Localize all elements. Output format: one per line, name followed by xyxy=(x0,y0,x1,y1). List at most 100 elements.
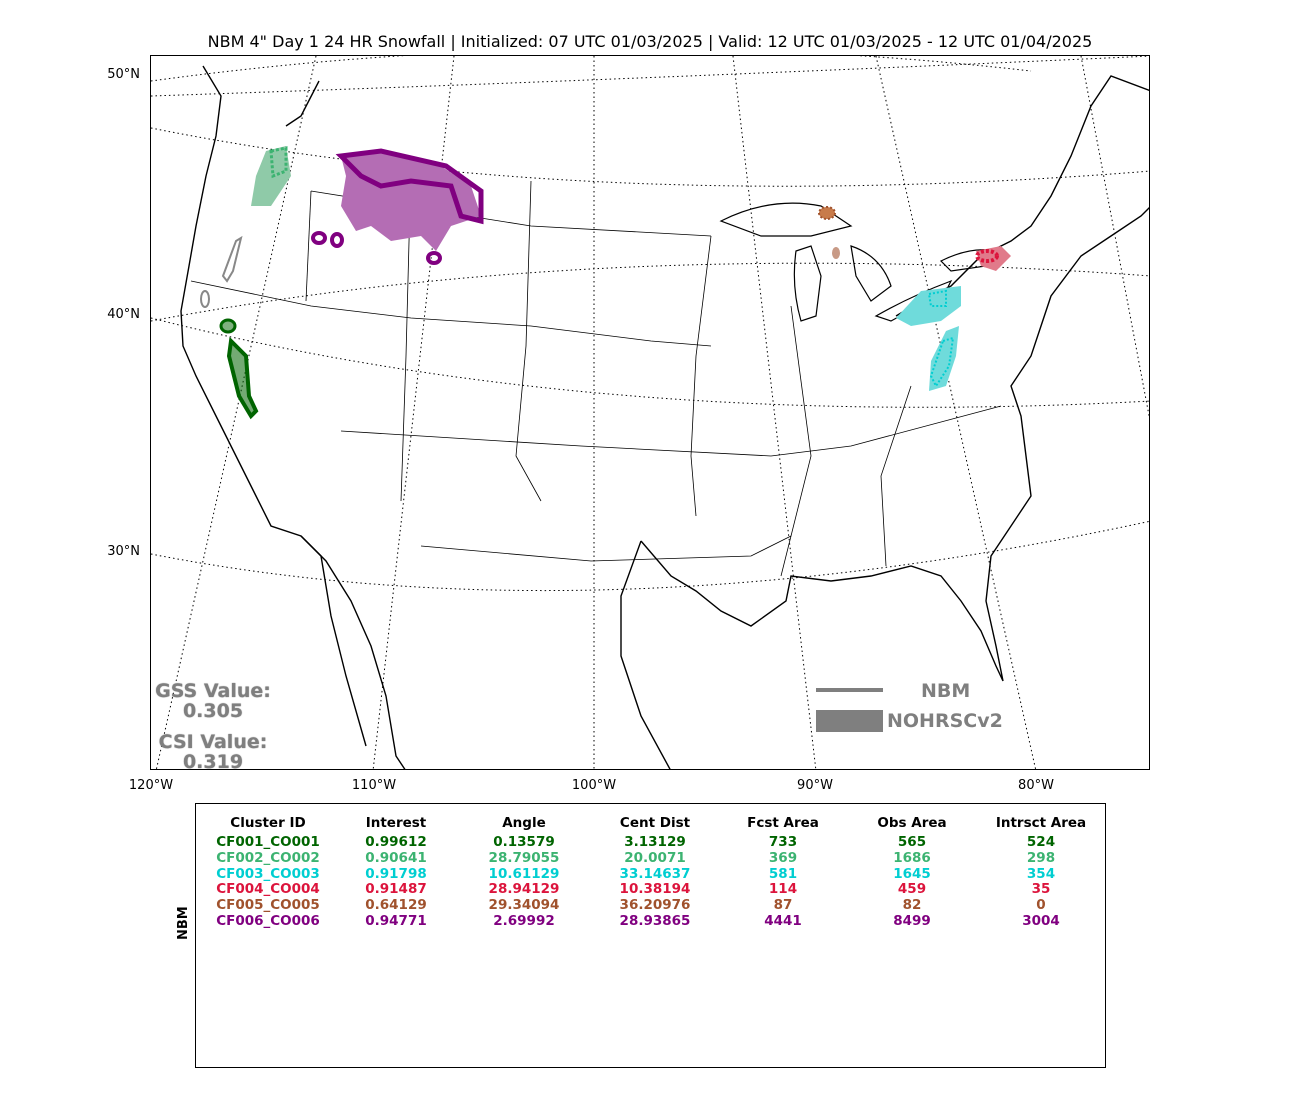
cell-cent-dist: 36.20976 xyxy=(619,897,691,914)
cell-interest: 0.64129 xyxy=(365,897,427,914)
lat-line-45n-upper xyxy=(151,262,1149,322)
cell-obs-area: 565 xyxy=(897,834,927,850)
graticule xyxy=(151,56,1149,769)
lon-label-120w: 120°W xyxy=(128,778,174,793)
cell-intrsct-area: 524 xyxy=(1026,834,1056,850)
legend-fill-swatch xyxy=(816,710,883,732)
header-angle: Angle xyxy=(502,815,546,831)
lon-line-120w xyxy=(155,56,317,769)
gss-value: 0.305 xyxy=(182,700,244,722)
cell-angle: 0.13579 xyxy=(493,834,555,850)
cell-cent-dist: 33.14637 xyxy=(619,865,691,882)
object-unmatched-oregon-2 xyxy=(200,290,210,308)
lon-label-100w: 100°W xyxy=(571,778,617,793)
cell-obs-area: 1645 xyxy=(893,865,931,882)
header-obs-area: Obs Area xyxy=(877,815,947,831)
lat-line-47n xyxy=(151,127,1149,187)
object-cf006-forecast xyxy=(335,148,484,225)
cell-fcst-area: 87 xyxy=(773,897,793,914)
object-cf006-observed xyxy=(341,151,481,251)
cell-obs-area: 1686 xyxy=(893,849,931,866)
cell-fcst-area: 733 xyxy=(768,834,798,850)
cell-intrsct-area: 0 xyxy=(1036,897,1046,914)
border-col-4 xyxy=(690,235,712,517)
cell-intrsct-area: 3004 xyxy=(1022,913,1060,929)
cell-cent-dist: 20.0071 xyxy=(624,849,686,866)
cell-angle: 10.61129 xyxy=(488,865,560,882)
lat-label-40n: 40°N xyxy=(107,307,140,322)
object-cf005-forecast xyxy=(832,247,840,259)
map-legend xyxy=(816,688,883,732)
figure-title: NBM 4" Day 1 24 HR Snowfall | Initialize… xyxy=(207,32,1093,51)
object-cf001-sierra xyxy=(226,336,259,420)
cell-cluster-id: CF006_CO006 xyxy=(216,913,320,929)
legend-nbm-label: NBM xyxy=(921,680,971,702)
cell-fcst-area: 369 xyxy=(768,849,798,866)
stats-table xyxy=(195,803,1106,1068)
object-cf006-small-c xyxy=(426,251,442,265)
lon-line-110w xyxy=(372,56,455,769)
cell-obs-area: 459 xyxy=(897,881,927,898)
header-fcst-area: Fcst Area xyxy=(747,815,819,831)
cell-intrsct-area: 354 xyxy=(1026,865,1056,882)
border-row-2 xyxy=(340,405,1002,457)
csi-label: CSI Value: xyxy=(158,731,268,753)
cell-fcst-area: 581 xyxy=(768,865,798,882)
coastline xyxy=(180,65,1149,769)
cell-cluster-id: CF002_CO002 xyxy=(216,849,320,866)
lake-huron xyxy=(850,245,892,302)
header-cent-dist: Cent Dist xyxy=(619,815,691,831)
cell-angle: 29.34094 xyxy=(488,897,560,914)
cell-interest: 0.99612 xyxy=(365,834,427,850)
object-cf004-forecast xyxy=(975,249,999,263)
cell-angle: 2.69992 xyxy=(493,913,555,929)
cell-cluster-id: CF001_CO001 xyxy=(216,834,320,850)
cell-interest: 0.94771 xyxy=(365,913,427,929)
cell-cluster-id: CF004_CO004 xyxy=(216,881,320,898)
border-row-3 xyxy=(420,535,792,562)
object-cf005-observed xyxy=(818,206,836,220)
lat-line-30n xyxy=(151,520,1149,592)
texas-mexico-coast xyxy=(620,540,671,769)
map-panel xyxy=(150,55,1150,770)
cell-angle: 28.94129 xyxy=(488,881,560,898)
object-unmatched-oregon xyxy=(221,235,243,283)
lat-line-50n xyxy=(151,56,1032,82)
cell-cent-dist: 3.13129 xyxy=(624,834,686,850)
cell-cent-dist: 10.38194 xyxy=(619,881,691,898)
header-intrsct-area: Intrsct Area xyxy=(995,815,1087,831)
cell-interest: 0.91487 xyxy=(365,881,427,898)
map-canvas xyxy=(151,56,1149,769)
cell-intrsct-area: 298 xyxy=(1026,849,1056,866)
lon-line-90w xyxy=(732,56,817,769)
header-interest: Interest xyxy=(365,815,427,831)
cell-interest: 0.90641 xyxy=(365,849,427,866)
object-cf002-observed xyxy=(251,146,291,206)
object-cf002-forecast xyxy=(269,146,288,179)
object-cf006-small-a xyxy=(311,231,327,245)
cell-cluster-id: CF003_CO003 xyxy=(216,865,320,882)
gulf-atlantic-coast xyxy=(640,207,1149,682)
lake-superior xyxy=(719,202,853,237)
lat-line-40n xyxy=(151,317,1149,408)
object-cf004-observed xyxy=(976,246,1011,271)
lat-label-50n: 50°N xyxy=(107,67,140,82)
object-cf003-observed-erie xyxy=(896,286,961,326)
cell-intrsct-area: 35 xyxy=(1031,881,1051,898)
cell-angle: 28.79055 xyxy=(488,849,560,866)
gss-label: GSS Value: xyxy=(155,680,271,702)
lat-line-edge xyxy=(151,56,1149,97)
cell-obs-area: 8499 xyxy=(893,913,931,929)
puget-sound xyxy=(285,80,320,127)
northeast-coast xyxy=(895,75,1149,317)
cell-fcst-area: 4441 xyxy=(764,913,802,929)
lon-line-70w xyxy=(1080,56,1149,419)
cell-obs-area: 82 xyxy=(902,897,922,914)
legend-nohrsc-label: NOHRSCv2 xyxy=(887,710,1003,732)
cell-cent-dist: 28.93865 xyxy=(619,913,691,929)
border-col-6 xyxy=(880,385,912,567)
lat-label-30n: 30°N xyxy=(107,544,140,559)
cell-interest: 0.91798 xyxy=(365,865,427,882)
csi-value: 0.319 xyxy=(182,751,244,773)
lon-line-80w xyxy=(875,56,1037,769)
